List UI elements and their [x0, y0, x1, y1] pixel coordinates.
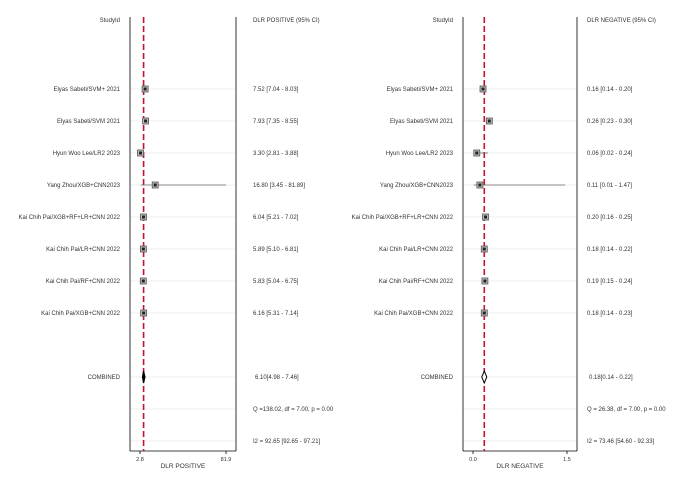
x-axis-label: DLR NEGATIVE [496, 463, 544, 470]
study-column-header: StudyId [433, 18, 453, 24]
study-label: Kai Chih Pai/LR+CNN 2022 [46, 247, 121, 253]
study-label: Hyun Woo Lee/LR2 2023 [386, 151, 454, 157]
combined-estimate-text: 0.18[0.14 - 0.22] [589, 375, 633, 381]
study-point [475, 151, 479, 155]
study-estimate-text: 16.80 [3.45 - 81.89] [253, 183, 305, 189]
heterogeneity-q: Q = 26.38, df = 7.00, p = 0.00 [587, 407, 666, 413]
heterogeneity-i2: I2 = 92.65 [92.65 - 97.21] [253, 439, 321, 445]
study-estimate-text: 5.83 [5.04 - 6.75] [253, 279, 299, 285]
study-point [483, 279, 487, 283]
study-point [142, 311, 146, 315]
study-label: Kai Chih Pai/RF+CNN 2022 [379, 279, 454, 285]
study-estimate-text: 0.11 [0.01 - 1.47] [587, 183, 632, 189]
study-point [142, 215, 146, 219]
estimate-column-header: DLR POSITIVE (95% CI) [253, 18, 320, 24]
x-tick-label: 1.5 [563, 457, 571, 463]
study-point [153, 183, 157, 187]
study-point [141, 247, 145, 251]
x-tick-label: 0.0 [469, 457, 477, 463]
study-point [481, 87, 485, 91]
combined-diamond [481, 369, 488, 385]
study-point [478, 183, 482, 187]
study-point [484, 215, 488, 219]
study-label: Kai Chih Pai/XGB+CNN 2022 [41, 311, 121, 317]
study-estimate-text: 0.19 [0.15 - 0.24] [587, 279, 633, 285]
study-label: Hyun Woo Lee/LR2 2023 [53, 151, 121, 157]
study-label: Kai Chih Pai/RF+CNN 2022 [46, 279, 121, 285]
study-estimate-text: 0.20 [0.16 - 0.25] [587, 215, 633, 221]
combined-diamond [141, 370, 146, 384]
study-estimate-text: 6.16 [5.31 - 7.14] [253, 311, 299, 317]
x-axis-label: DLR POSITIVE [161, 463, 206, 470]
study-label: Elyas Sabeti/SVM+ 2021 [386, 87, 453, 93]
x-tick-label: 2.8 [136, 457, 144, 463]
study-estimate-text: 0.06 [0.02 - 0.24] [587, 151, 633, 157]
study-point [139, 151, 143, 155]
estimate-column-header: DLR NEGATIVE (95% CI) [587, 18, 656, 24]
study-label: Elyas Sabeti/SVM+ 2021 [53, 87, 120, 93]
heterogeneity-i2: I2 = 73.46 [54.60 - 92.33] [587, 439, 655, 445]
study-point [143, 87, 147, 91]
study-point [487, 119, 491, 123]
study-column-header: StudyId [100, 18, 120, 24]
x-tick-label: 81.9 [221, 457, 232, 463]
study-label: Kai Chih Pai/LR+CNN 2022 [379, 247, 454, 253]
study-estimate-text: 0.18 [0.14 - 0.23] [587, 311, 633, 317]
study-label: Kai Chih Pai/XGB+RF+LR+CNN 2022 [18, 215, 120, 221]
study-estimate-text: 5.89 [5.10 - 6.81] [253, 247, 299, 253]
study-point [482, 311, 486, 315]
study-label: Elyas Sabeti/SVM 2021 [390, 119, 454, 125]
study-label: Elyas Sabeti/SVM 2021 [57, 119, 121, 125]
combined-label: COMBINED [421, 375, 454, 381]
study-label: Kai Chih Pai/XGB+CNN 2022 [374, 311, 454, 317]
study-estimate-text: 7.52 [7.04 - 8.03] [253, 87, 299, 93]
study-label: Yang Zhou/XGB+CNN2023 [47, 183, 121, 189]
study-estimate-text: 0.26 [0.23 - 0.30] [587, 119, 633, 125]
study-point [482, 247, 486, 251]
study-estimate-text: 0.16 [0.14 - 0.20] [587, 87, 633, 93]
combined-label: COMBINED [88, 375, 121, 381]
study-estimate-text: 3.30 [2.81 - 3.88] [253, 151, 299, 157]
heterogeneity-q: Q =138.02, df = 7.00, p = 0.00 [253, 407, 334, 413]
study-estimate-text: 7.93 [7.35 - 8.55] [253, 119, 299, 125]
study-point [144, 119, 148, 123]
combined-estimate-text: 6.10[4.98 - 7.46] [255, 375, 299, 381]
study-estimate-text: 6.04 [5.21 - 7.02] [253, 215, 299, 221]
study-label: Kai Chih Pai/XGB+RF+LR+CNN 2022 [351, 215, 453, 221]
study-estimate-text: 0.18 [0.14 - 0.22] [587, 247, 633, 253]
study-label: Yang Zhou/XGB+CNN2023 [380, 183, 454, 189]
study-point [141, 279, 145, 283]
